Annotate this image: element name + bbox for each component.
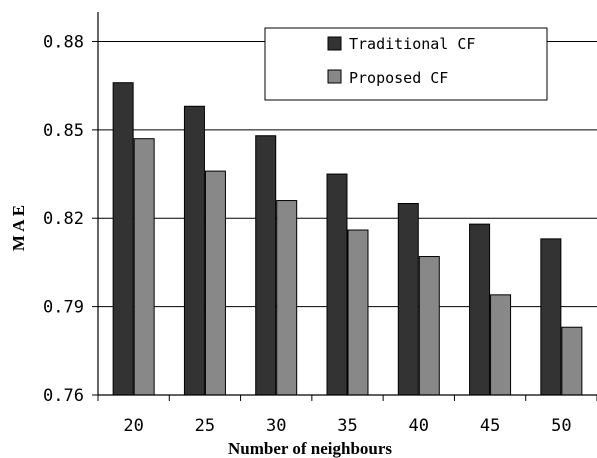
x-tick-label: 50 — [551, 416, 571, 436]
bar-traditional-cf-45 — [469, 223, 491, 396]
bar-traditional-cf-25 — [183, 105, 205, 396]
x-tick-label: 35 — [337, 416, 357, 436]
bar-proposed-cf-30 — [276, 200, 298, 396]
x-tick-label: 25 — [195, 416, 215, 436]
y-axis-title: M A E — [9, 205, 28, 251]
bar-proposed-cf-40 — [418, 256, 440, 396]
bar-proposed-cf-35 — [347, 229, 369, 396]
y-tick-label: 0.85 — [43, 121, 84, 141]
bar-traditional-cf-20 — [112, 82, 134, 396]
x-axis-title: Number of neighbours — [228, 439, 392, 458]
legend-box — [264, 27, 548, 101]
bar-traditional-cf-35 — [326, 173, 348, 396]
bar-traditional-cf-40 — [397, 203, 419, 396]
y-tick-label: 0.76 — [43, 386, 84, 406]
y-tick-label: 0.88 — [43, 32, 84, 52]
bar-proposed-cf-45 — [490, 294, 512, 396]
y-tick-label: 0.82 — [43, 209, 84, 229]
bar-traditional-cf-30 — [255, 135, 277, 396]
legend-swatch-proposed-cf — [327, 69, 342, 84]
legend-label-proposed-cf: Proposed CF — [349, 69, 448, 87]
x-tick-label: 30 — [266, 416, 286, 436]
y-tick-labels: 0.76 0.79 0.82 0.85 0.88 — [43, 32, 84, 406]
x-tick-label: 40 — [409, 416, 429, 436]
bar-proposed-cf-20 — [133, 138, 155, 396]
legend: Traditional CF Proposed CF — [264, 27, 548, 101]
x-tick-labels: 20 25 30 35 40 45 50 — [123, 416, 571, 436]
bar-proposed-cf-50 — [561, 326, 583, 396]
x-tick-label: 20 — [123, 416, 143, 436]
legend-swatch-traditional-cf — [327, 36, 342, 51]
bars — [112, 82, 583, 396]
bar-traditional-cf-50 — [540, 238, 562, 396]
legend-label-traditional-cf: Traditional CF — [349, 35, 475, 53]
y-tick-label: 0.79 — [43, 298, 84, 318]
x-tick-label: 45 — [480, 416, 500, 436]
bar-proposed-cf-25 — [204, 170, 226, 396]
axes — [92, 12, 597, 401]
